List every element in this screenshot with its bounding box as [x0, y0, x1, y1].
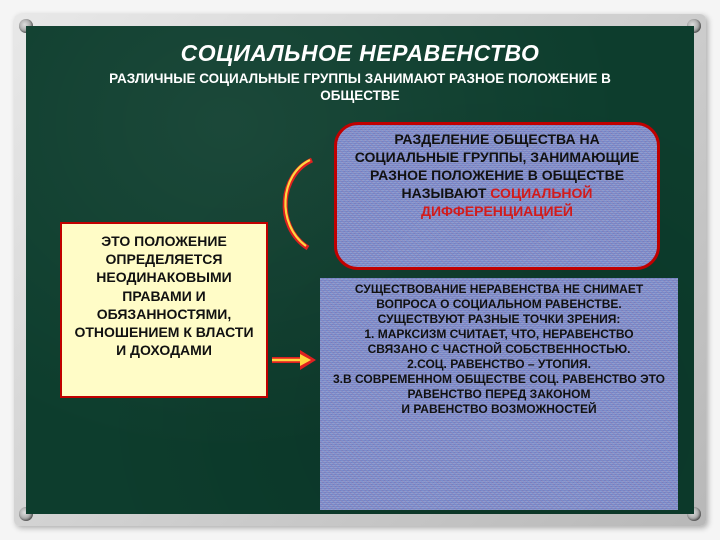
- differentiation-box: РАЗДЕЛЕНИЕ ОБЩЕСТВА НА СОЦИАЛЬНЫЕ ГРУППЫ…: [334, 122, 660, 270]
- chalkboard: СОЦИАЛЬНОЕ НЕРАВЕНСТВО РАЗЛИЧНЫЕ СОЦИАЛЬ…: [26, 26, 694, 514]
- viewpoints-box: СУЩЕСТВОВАНИЕ НЕРАВЕНСТВА НЕ СНИМАЕТ ВОП…: [320, 278, 678, 510]
- arrow-right-icon: [272, 348, 316, 372]
- viewpoints-line: СВЯЗАНО С ЧАСТНОЙ СОБСТВЕННОСТЬЮ.: [328, 342, 670, 357]
- curved-arrow-icon: [274, 156, 334, 256]
- viewpoints-line: СУЩЕСТВОВАНИЕ НЕРАВЕНСТВА НЕ СНИМАЕТ ВОП…: [328, 282, 670, 312]
- viewpoints-line: И РАВЕНСТВО ВОЗМОЖНОСТЕЙ: [328, 402, 670, 417]
- viewpoints-line: 3.В СОВРЕМЕННОМ ОБЩЕСТВЕ СОЦ. РАВЕНСТВО …: [328, 372, 670, 402]
- chalkboard-frame: СОЦИАЛЬНОЕ НЕРАВЕНСТВО РАЗЛИЧНЫЕ СОЦИАЛЬ…: [14, 14, 706, 526]
- definition-box: ЭТО ПОЛОЖЕНИЕ ОПРЕДЕЛЯЕТСЯ НЕОДИНАКОВЫМИ…: [60, 222, 268, 398]
- viewpoints-line: СУЩЕСТВУЮТ РАЗНЫЕ ТОЧКИ ЗРЕНИЯ:: [328, 312, 670, 327]
- viewpoints-line: 1. МАРКСИЗМ СЧИТАЕТ, ЧТО, НЕРАВЕНСТВО: [328, 327, 670, 342]
- slide-title: СОЦИАЛЬНОЕ НЕРАВЕНСТВО: [26, 26, 694, 67]
- slide-subtitle: РАЗЛИЧНЫЕ СОЦИАЛЬНЫЕ ГРУППЫ ЗАНИМАЮТ РАЗ…: [26, 67, 694, 105]
- viewpoints-line: 2.СОЦ. РАВЕНСТВО – УТОПИЯ.: [328, 357, 670, 372]
